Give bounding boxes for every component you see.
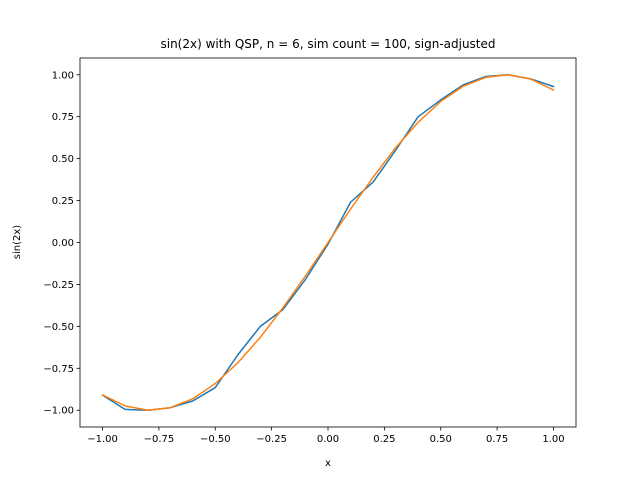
y-tick-label: −0.75 — [43, 364, 74, 375]
plot-area: −1.00 −0.75 −0.50 −0.25 0.00 0.25 0.50 0.75 1.00… — [43, 57, 577, 445]
x-tick-label: 0.75 — [486, 434, 508, 445]
y-tick-label: 0.75 — [52, 112, 74, 123]
x-tick-label: 1.00 — [542, 434, 564, 445]
y-axis-label: sin(2x) — [12, 225, 23, 260]
x-tick-label: −1.00 — [87, 434, 118, 445]
y-tick-label: 1.00 — [52, 70, 74, 81]
series-line-2 — [101, 74, 555, 411]
y-tick-label: −0.25 — [43, 280, 74, 291]
y-tick-label: 0.00 — [52, 238, 74, 249]
y-tick-label: 0.50 — [52, 154, 74, 165]
x-tick-label: 0.25 — [373, 434, 395, 445]
y-tick-label: −0.50 — [43, 322, 74, 333]
y-tick-label: 0.25 — [52, 196, 74, 207]
chart-title: sin(2x) with QSP, n = 6, sim count = 100… — [160, 37, 495, 51]
x-axis-label: x — [325, 458, 331, 469]
x-tick-label: −0.75 — [144, 434, 175, 445]
x-tick-label: −0.50 — [200, 434, 231, 445]
y-tick-label: −1.00 — [43, 406, 74, 417]
x-tick-label: −0.25 — [256, 434, 287, 445]
x-tick-label: 0.00 — [317, 434, 339, 445]
x-tick-label: 0.50 — [430, 434, 452, 445]
